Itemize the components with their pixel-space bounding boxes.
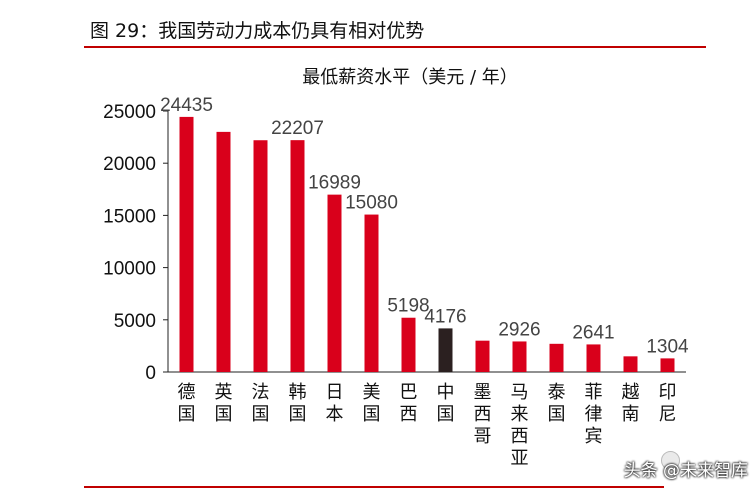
bar [438, 328, 453, 372]
y-axis-ticks: 0 5000 10000 15000 20000 25000 [103, 102, 168, 384]
bar [327, 194, 342, 372]
category-label: 日本 [326, 382, 344, 425]
y-tick-label: 10000 [103, 259, 156, 280]
caption-divider [84, 46, 706, 48]
bar [364, 214, 379, 372]
category-label: 英国 [215, 382, 233, 425]
data-label: 1304 [646, 336, 689, 357]
data-label: 2926 [498, 319, 540, 340]
category-label: 巴西 [400, 382, 418, 425]
category-label: 马来西亚 [511, 382, 529, 469]
bar [216, 131, 231, 372]
bar [660, 358, 675, 372]
data-label: 22207 [271, 118, 324, 139]
category-label: 德国 [178, 382, 196, 425]
watermark-text: 头条 @未来智库 [623, 461, 748, 481]
bars-group [179, 116, 675, 373]
category-label: 韩国 [289, 382, 307, 425]
bar [512, 341, 527, 372]
data-label: 15080 [345, 193, 398, 214]
watermark-logo-icon [661, 451, 680, 470]
bar [623, 356, 638, 372]
footer-divider [84, 486, 664, 488]
data-label: 2641 [572, 322, 614, 343]
bar [549, 343, 564, 372]
category-label: 越南 [622, 382, 640, 425]
bar [179, 116, 194, 373]
bar [290, 140, 305, 372]
y-tick-label: 5000 [114, 311, 156, 332]
y-tick-label: 20000 [103, 154, 156, 175]
bar [586, 344, 601, 372]
data-label: 4176 [424, 306, 466, 327]
y-tick-label: 25000 [103, 102, 156, 123]
y-tick-label: 15000 [103, 206, 156, 227]
chart-title: 最低薪资水平（美元 / 年） [302, 67, 518, 88]
category-label: 印尼 [659, 382, 677, 425]
bar [401, 317, 416, 372]
bar [475, 340, 490, 372]
data-label: 5198 [387, 296, 429, 317]
category-label: 泰国 [548, 382, 566, 425]
y-tick-label: 0 [145, 363, 156, 384]
category-label: 美国 [363, 382, 381, 425]
category-label: 中国 [437, 382, 455, 425]
category-label: 菲律宾 [585, 382, 603, 447]
category-label: 法国 [252, 382, 270, 425]
data-label: 24435 [160, 95, 213, 116]
category-label: 墨西哥 [474, 382, 492, 447]
data-label: 16989 [308, 173, 361, 194]
figure-caption: 图 29：我国劳动力成本仍具有相对优势 [90, 20, 425, 42]
bar [253, 140, 268, 372]
